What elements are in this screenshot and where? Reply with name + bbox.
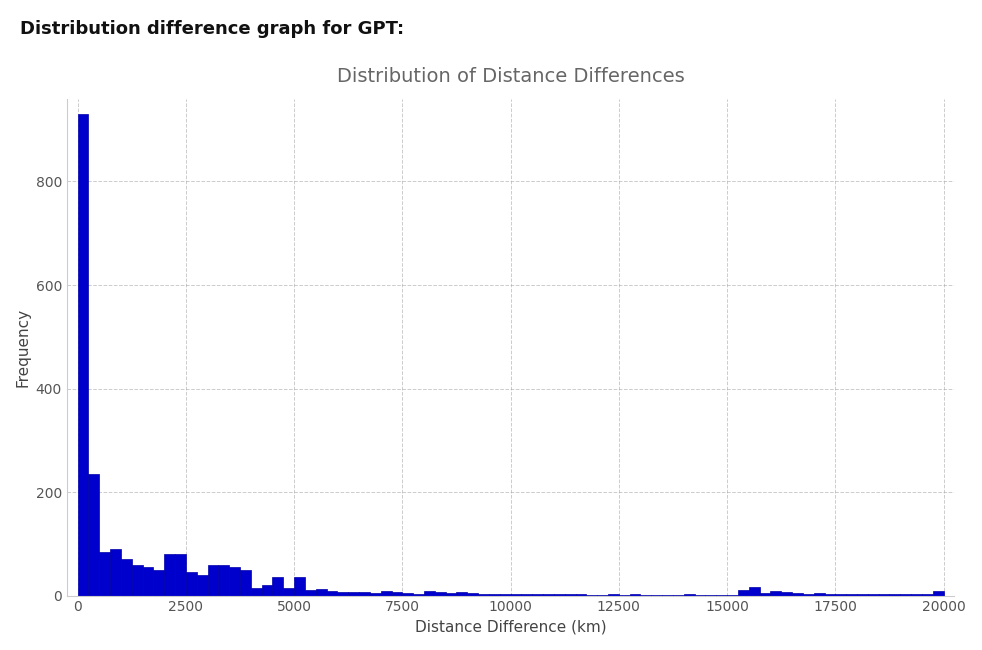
Bar — [153, 569, 164, 595]
Bar — [294, 577, 305, 595]
Bar — [846, 594, 857, 595]
Bar — [554, 593, 565, 595]
Bar — [814, 593, 825, 595]
Bar — [900, 594, 911, 595]
Bar — [381, 592, 392, 595]
Bar — [737, 590, 748, 595]
Bar — [532, 593, 543, 595]
Bar — [218, 565, 229, 595]
Bar — [890, 594, 900, 595]
Bar — [446, 593, 457, 595]
Bar — [489, 594, 500, 595]
Bar — [240, 569, 250, 595]
Y-axis label: Frequency: Frequency — [15, 307, 30, 387]
Bar — [121, 560, 132, 595]
Bar — [683, 594, 694, 595]
Bar — [457, 593, 467, 595]
Bar — [272, 577, 283, 595]
Title: Distribution of Distance Differences: Distribution of Distance Differences — [337, 67, 684, 86]
Bar — [164, 554, 175, 595]
Bar — [229, 567, 240, 595]
Bar — [370, 593, 381, 595]
Bar — [911, 594, 922, 595]
Bar — [803, 593, 814, 595]
Bar — [575, 594, 586, 595]
Bar — [836, 594, 846, 595]
Bar — [250, 588, 261, 595]
Bar — [327, 592, 338, 595]
Bar — [511, 594, 521, 595]
Bar — [283, 588, 294, 595]
Bar — [196, 575, 207, 595]
Text: Distribution difference graph for GPT:: Distribution difference graph for GPT: — [20, 20, 404, 38]
Bar — [316, 590, 327, 595]
Bar — [879, 594, 890, 595]
Bar — [78, 114, 88, 595]
Bar — [825, 593, 836, 595]
Bar — [857, 593, 868, 595]
Bar — [608, 594, 619, 595]
Bar — [338, 593, 349, 595]
Bar — [424, 592, 435, 595]
Bar — [868, 594, 879, 595]
X-axis label: Distance Difference (km): Distance Difference (km) — [414, 620, 607, 635]
Bar — [110, 549, 121, 595]
Bar — [142, 567, 153, 595]
Bar — [922, 594, 933, 595]
Bar — [782, 593, 792, 595]
Bar — [261, 585, 272, 595]
Bar — [629, 594, 640, 595]
Bar — [933, 592, 944, 595]
Bar — [305, 590, 316, 595]
Bar — [392, 593, 403, 595]
Bar — [500, 593, 511, 595]
Bar — [748, 587, 759, 595]
Bar — [771, 592, 782, 595]
Bar — [99, 552, 110, 595]
Bar — [478, 593, 489, 595]
Bar — [349, 592, 359, 595]
Bar — [186, 572, 196, 595]
Bar — [435, 593, 446, 595]
Bar — [521, 594, 532, 595]
Bar — [759, 593, 771, 595]
Bar — [132, 565, 142, 595]
Bar — [359, 593, 370, 595]
Bar — [175, 554, 186, 595]
Bar — [207, 565, 218, 595]
Bar — [565, 594, 575, 595]
Bar — [467, 593, 478, 595]
Bar — [413, 593, 424, 595]
Bar — [543, 594, 554, 595]
Bar — [88, 474, 99, 595]
Bar — [792, 593, 803, 595]
Bar — [403, 593, 413, 595]
